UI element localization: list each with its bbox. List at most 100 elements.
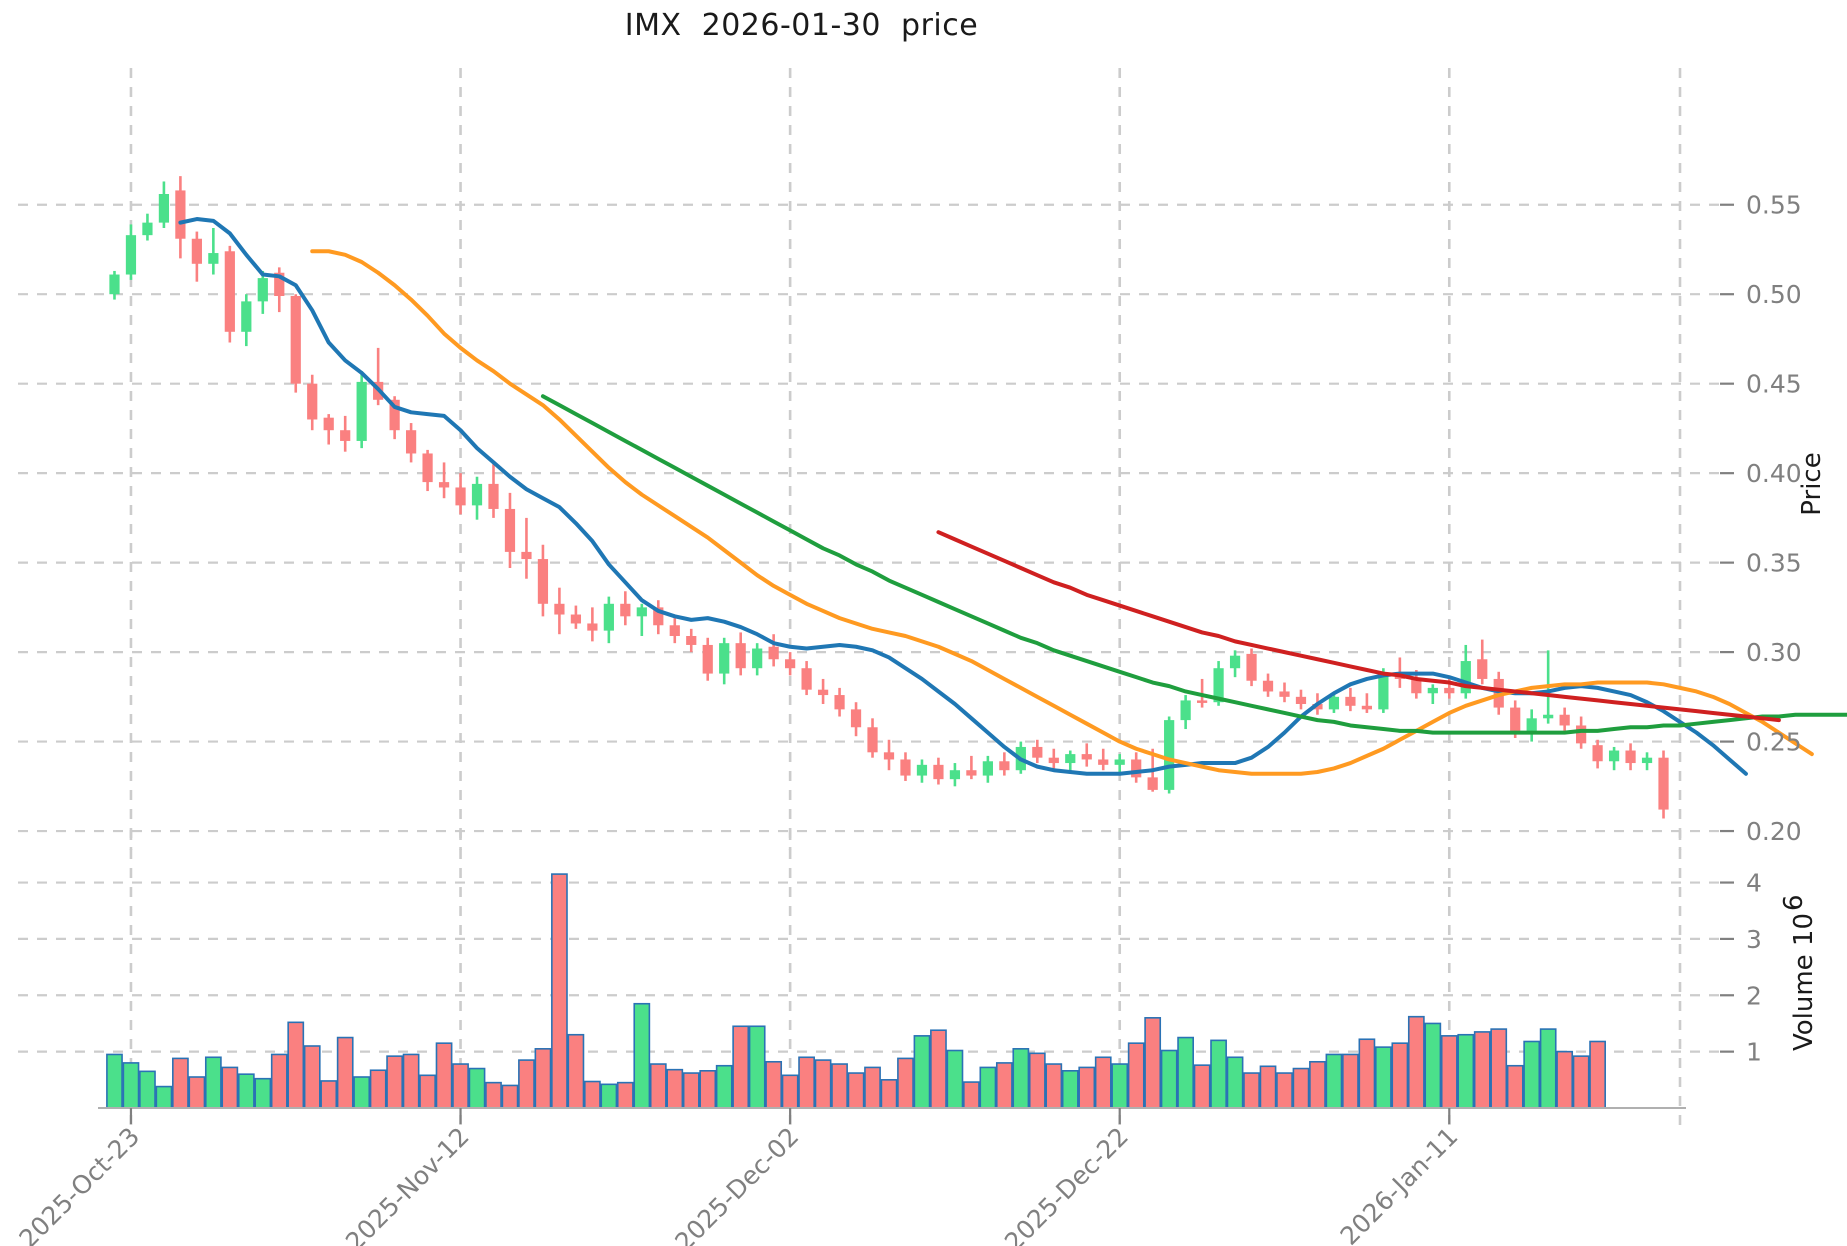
volume-bar [452,1063,469,1109]
volume-bar [204,1056,222,1109]
volume-bar [369,1069,387,1109]
volume-bar [1358,1038,1376,1109]
volume-axis-exponent: 6 [1779,894,1809,911]
volume-series [106,873,1606,1109]
x-tick-label: 2025-Nov-12 [340,1122,475,1246]
volume-bar [1523,1040,1541,1109]
candle-body [982,761,993,776]
price-tick-label: 0.45 [1746,370,1802,399]
volume-tick-label: 3 [1746,925,1762,954]
candle-body [554,603,565,615]
volume-bar [1127,1042,1145,1109]
volume-bar [979,1066,997,1109]
volume-bar [518,1059,535,1109]
volume-bar [419,1074,436,1109]
candle-body [1328,696,1340,710]
price-tick-label: 0.20 [1746,817,1802,846]
candle-body [999,761,1010,771]
volume-bar [649,1063,667,1109]
candle-body [208,253,219,264]
candle-body [900,759,911,776]
volume-bar [781,1074,799,1109]
x-axis: 2025-Oct-23 2025-Nov-12 2025-Dec-02 2025-De… [13,1107,1686,1246]
volume-bar [666,1068,684,1109]
volume-bar [254,1077,272,1109]
volume-bar [1374,1046,1392,1109]
candle-body [1114,759,1125,765]
candle-body [504,508,516,552]
candle-body [1378,675,1389,710]
candle-body [587,623,598,631]
volume-bar [1539,1028,1557,1109]
ma-mid-line [310,249,1814,776]
volume-bar [1391,1042,1409,1109]
candle-body [735,643,746,669]
candle-body [916,764,928,776]
volume-bar [600,1083,618,1109]
candle-body [405,430,417,454]
candle-body [1477,659,1488,679]
volume-bar [847,1072,865,1109]
volume-bar [1276,1072,1293,1109]
volume-bar [1193,1064,1211,1109]
volume-bar [320,1080,338,1109]
volume-bar [188,1076,206,1109]
volume-bar [1243,1072,1260,1109]
volume-bar [1111,1063,1129,1109]
candle-body [142,222,153,236]
candle-body [1576,725,1587,744]
candle-body [257,278,268,302]
volume-bar [1226,1056,1244,1109]
volume-bar [880,1079,898,1109]
candle-body [1164,720,1175,790]
volume-bar [963,1081,980,1109]
candle-body [1658,757,1669,810]
x-tick-label: 2025-Dec-02 [669,1122,804,1246]
candle-body [241,301,252,332]
candle-body [719,643,730,674]
volume-bar [1210,1039,1227,1109]
volume-bar [1045,1063,1063,1109]
volume-bar [1028,1052,1046,1109]
candle-body [966,770,977,776]
candle-body [702,644,713,674]
volume-tick-label: 2 [1746,981,1762,1010]
volume-bar [995,1062,1013,1109]
candle-body [1460,661,1471,694]
volume-bar [1177,1036,1195,1109]
candle-body [1444,687,1455,694]
candle-body [1213,668,1224,703]
candle-body [1032,746,1043,758]
volume-bar [1094,1056,1112,1109]
volume-bar [485,1081,502,1109]
candle-body [224,251,235,332]
candle-body [488,483,499,509]
ma-xlong-line [936,530,1781,723]
candle-body [620,603,631,617]
candle-body [274,272,285,296]
volume-bar [172,1057,189,1109]
price-tick-label: 0.30 [1746,638,1802,667]
candle-body [1065,754,1076,764]
x-gridlines [129,68,1682,1126]
volume-bar [814,1059,832,1109]
volume-bar [897,1057,914,1109]
candle-body [1131,759,1142,778]
candle-body [686,636,697,645]
candle-body [1361,705,1373,710]
volume-tick-label: 1 [1746,1038,1762,1067]
moving-average-lines [178,217,1847,776]
volume-bar [303,1045,321,1109]
volume-bar [139,1070,156,1109]
candle-body [867,727,878,753]
candle-body [1295,696,1307,704]
volume-bar [1440,1035,1458,1109]
volume-bar [1061,1070,1079,1109]
candle-body [933,764,944,780]
volume-bar [402,1053,420,1109]
volume-bar [106,1053,123,1109]
volume-bar [699,1070,717,1109]
volume-bar [1342,1053,1359,1109]
